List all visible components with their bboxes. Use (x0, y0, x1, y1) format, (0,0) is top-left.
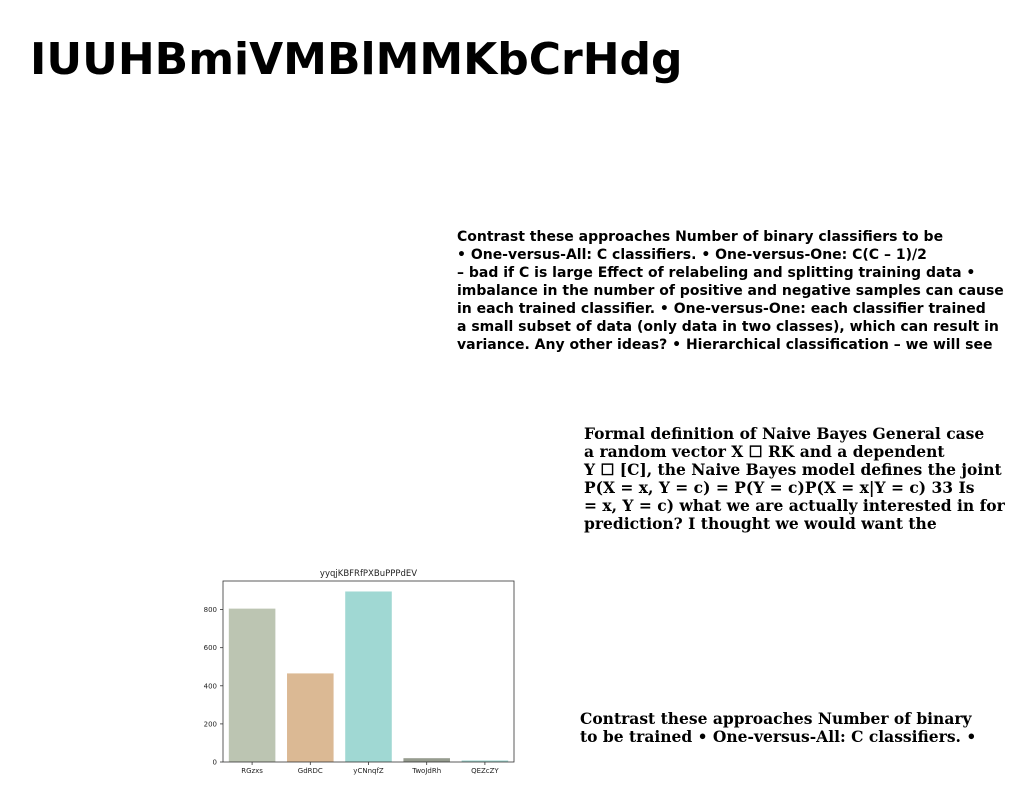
text-line: a random vector X ☐ RK and a dependent (584, 442, 945, 461)
bar-GdRDC (287, 673, 334, 762)
x-tick-label: QEZcZY (471, 767, 499, 775)
y-tick-label: 600 (204, 644, 217, 652)
bar-chart-svg: yyqjKBFRfPXBuPPPdEV RGzxs GdRDC yCNnqfZ TwoJ… (204, 569, 515, 775)
text-line: prediction? I thought we would want the (584, 514, 937, 533)
text-line: imbalance in the number of positive and … (457, 283, 1004, 299)
bar-TwoJdRh (403, 758, 450, 762)
plot-frame (222, 580, 515, 763)
text-line: in each trained classifier. • One-versus… (457, 301, 986, 317)
text-block-classifiers: Contrast these approaches Number of bina… (457, 228, 1004, 354)
x-tick-label: yCNnqfZ (353, 767, 384, 775)
y-tick-label: 0 (213, 759, 217, 767)
y-tick-label: 400 (204, 682, 217, 690)
x-tick-label: RGzxs (241, 767, 263, 775)
text-line: – bad if C is large Effect of relabeling… (457, 265, 976, 281)
y-tick-label: 800 (204, 606, 217, 614)
y-tick-label: 200 (204, 720, 217, 728)
x-tick-label: TwoJdRh (411, 767, 441, 775)
text-line: Formal definition of Naive Bayes General… (584, 424, 985, 443)
text-line: to be trained • One-versus-All: C classi… (580, 727, 977, 746)
x-tick-label: GdRDC (298, 767, 323, 775)
text-line: Y ☐ [C], the Naive Bayes model defines t… (584, 460, 1002, 479)
text-line: = x, Y = c) what we are actually interes… (584, 496, 1005, 515)
text-block-naive-bayes: Formal definition of Naive Bayes General… (584, 425, 1005, 533)
text-line: a small subset of data (only data in two… (457, 319, 999, 335)
bar-RGzxs (228, 608, 276, 762)
chart-title: yyqjKBFRfPXBuPPPdEV (320, 569, 417, 579)
text-line: Contrast these approaches Number of bina… (457, 229, 944, 245)
text-line: Contrast these approaches Number of bina… (580, 709, 972, 728)
text-line: variance. Any other ideas? • Hierarchica… (457, 337, 993, 353)
bar-chart: yyqjKBFRfPXBuPPPdEV RGzxs GdRDC yCNnqfZ TwoJ… (180, 562, 530, 780)
bar-yCNnqfZ (345, 591, 392, 762)
page-title: IUUHBmiVMBlMMKbCrHdg (30, 34, 683, 85)
text-line: • One-versus-All: C classifiers. • One-v… (457, 247, 927, 263)
text-line: P(X = x, Y = c) = P(Y = c)P(X = x|Y = c)… (584, 478, 975, 497)
bar-QEZcZY (461, 760, 509, 762)
text-block-approaches: Contrast these approaches Number of bina… (580, 710, 976, 746)
